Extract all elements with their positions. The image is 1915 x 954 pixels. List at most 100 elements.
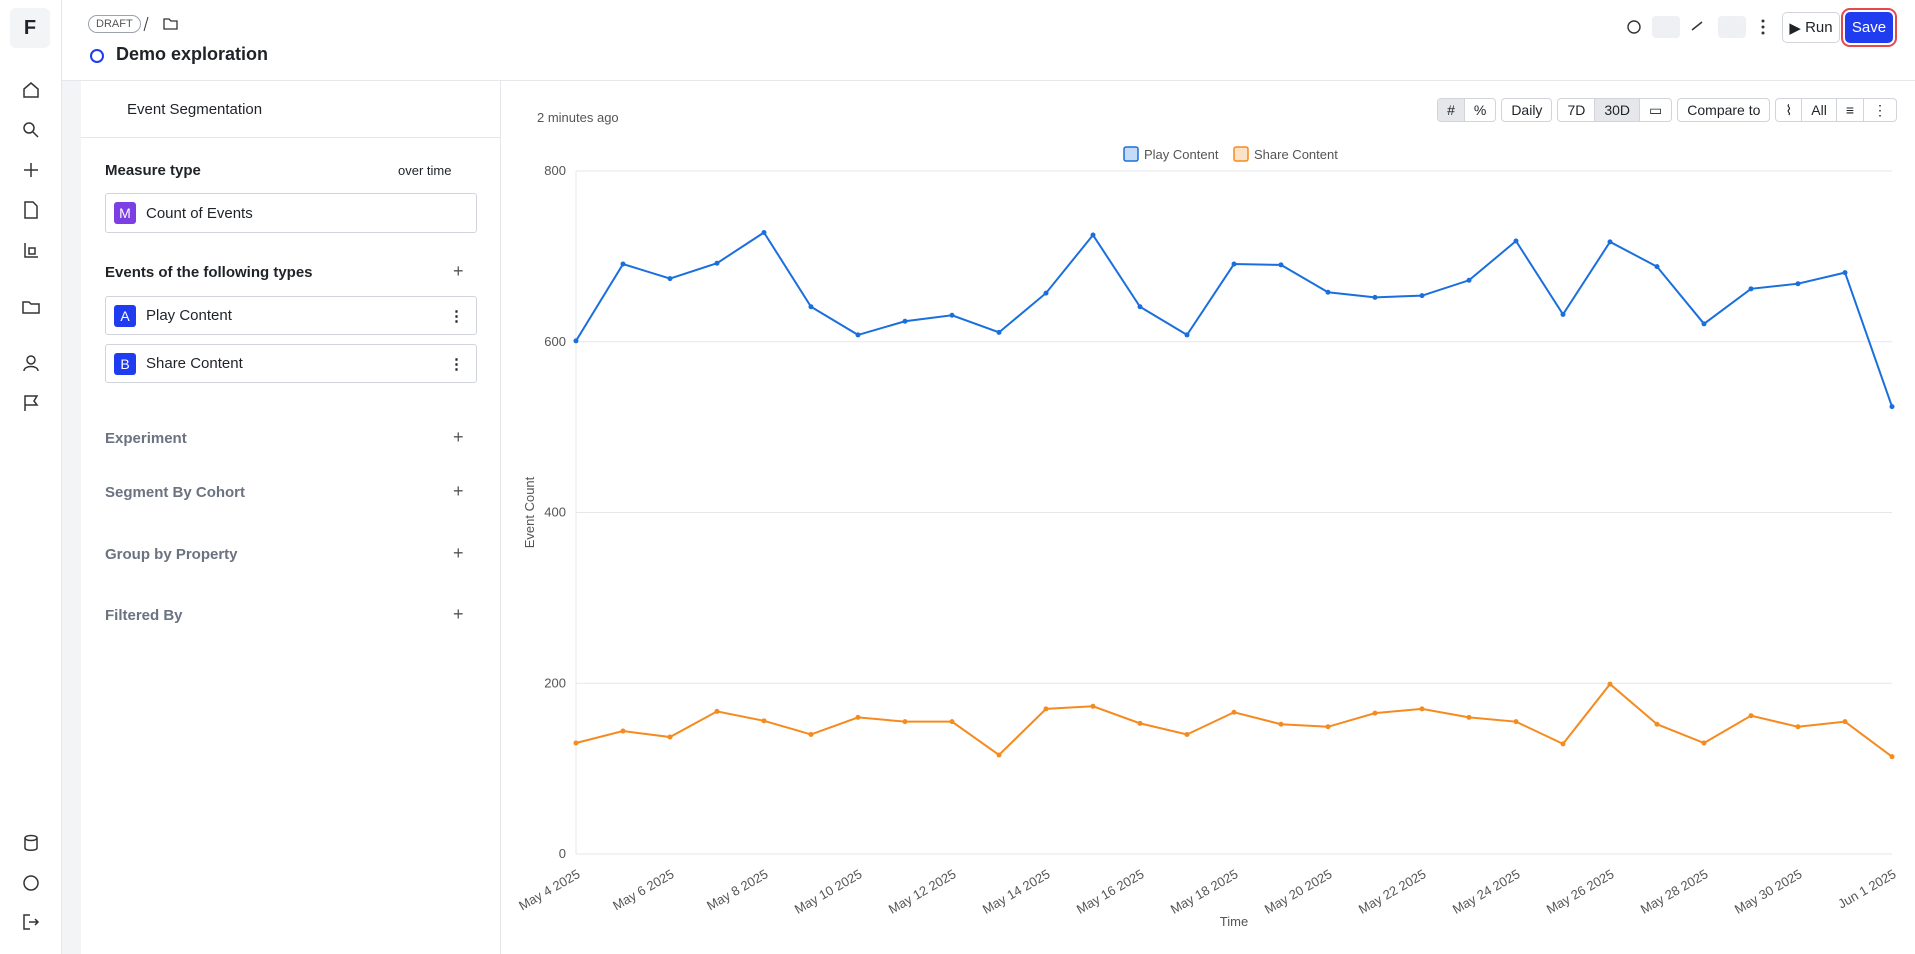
event-name: Play Content	[146, 307, 232, 324]
legend-label: Play Content	[1144, 147, 1219, 162]
x-tick-label: May 28 2025	[1638, 866, 1711, 917]
x-axis-label: Time	[1220, 914, 1248, 929]
data-point	[1184, 332, 1190, 338]
interval[interactable]: Daily	[1511, 102, 1543, 118]
y-tick-label: 400	[544, 505, 566, 520]
data-point	[996, 329, 1002, 335]
count-mode[interactable]: #	[1438, 99, 1465, 121]
data-point	[573, 740, 579, 746]
data-point	[902, 318, 908, 324]
y-tick-label: 200	[544, 675, 566, 690]
add-event[interactable]: +	[453, 261, 464, 281]
database-icon[interactable]	[21, 833, 41, 853]
chart-kind[interactable]: ⌇	[1776, 99, 1803, 121]
x-tick-label: May 12 2025	[886, 866, 959, 917]
event-row[interactable]: B Share Content ⋮	[105, 344, 477, 383]
user-icon[interactable]	[21, 353, 41, 373]
data-point	[1231, 261, 1237, 267]
edit-icon[interactable]	[21, 200, 41, 220]
data-point	[1842, 270, 1848, 276]
data-point	[1466, 277, 1472, 283]
data-point	[1137, 304, 1143, 310]
data-point	[714, 260, 720, 266]
range-7d[interactable]: 7D	[1558, 99, 1596, 121]
panel-title: Event Segmentation	[127, 100, 263, 118]
add-section[interactable]: +	[453, 427, 464, 447]
more-button[interactable]: ⋮	[1873, 101, 1887, 118]
interval-select[interactable]: Daily	[1501, 98, 1553, 122]
data-point	[1278, 262, 1284, 268]
chart-icon	[90, 49, 104, 63]
folder-icon[interactable]	[21, 297, 41, 317]
event-badge: A	[114, 304, 136, 327]
lab-icon[interactable]	[21, 240, 41, 260]
legend-swatch	[1123, 146, 1139, 162]
data-point	[1889, 754, 1895, 760]
event-menu[interactable]: ⋮	[449, 355, 464, 373]
x-tick-label: May 30 2025	[1732, 866, 1805, 917]
data-point	[1372, 710, 1378, 716]
data-point	[1748, 713, 1754, 719]
x-tick-label: May 26 2025	[1544, 866, 1617, 917]
series-line	[575, 682, 1893, 758]
series-line	[575, 231, 1893, 407]
data-point	[1372, 294, 1378, 300]
data-point	[1043, 290, 1049, 296]
data-point	[620, 728, 626, 734]
data-point	[1842, 719, 1848, 725]
range-30d[interactable]: 30D	[1595, 99, 1641, 121]
y-tick-label: 600	[544, 334, 566, 349]
measure-select[interactable]: M Count of Events	[105, 193, 477, 233]
logout-icon[interactable]	[21, 912, 41, 932]
view-select[interactable]: ⌇ All ≡ ⋮	[1775, 98, 1897, 122]
breadcrumb[interactable]	[142, 16, 182, 32]
event-name: Share Content	[146, 355, 243, 372]
panel-header: Event Segmentation	[81, 81, 501, 138]
add-section[interactable]: +	[453, 481, 464, 501]
data-point	[1043, 706, 1049, 712]
data-point	[1889, 404, 1895, 410]
flag-icon[interactable]	[21, 393, 41, 413]
data-point	[1090, 703, 1096, 709]
compare-select[interactable]: Compare to	[1677, 98, 1771, 122]
search-icon[interactable]	[21, 120, 41, 140]
x-tick-label: May 10 2025	[792, 866, 865, 917]
x-tick-label: May 16 2025	[1074, 866, 1147, 917]
date-picker[interactable]: ▭	[1649, 101, 1663, 118]
event-row[interactable]: A Play Content ⋮	[105, 296, 477, 335]
measure-mode[interactable]: over time	[398, 163, 452, 178]
data-point	[808, 304, 814, 310]
filter-button[interactable]: ≡	[1837, 99, 1864, 121]
measure-label: Measure type	[105, 162, 201, 179]
logo[interactable]: F	[10, 8, 50, 48]
events-label: Events of the following types	[105, 264, 313, 281]
range-select[interactable]: 7D 30D ▭	[1557, 98, 1673, 122]
data-point	[1090, 232, 1096, 238]
visibility[interactable]: All	[1802, 99, 1837, 121]
display-toggle[interactable]: #%	[1437, 98, 1497, 122]
add-icon[interactable]	[21, 160, 41, 180]
event-menu[interactable]: ⋮	[449, 307, 464, 325]
add-section[interactable]: +	[453, 604, 464, 624]
data-point	[1795, 281, 1801, 287]
run-button[interactable]: ▶ Run	[1782, 12, 1840, 43]
data-point	[1654, 264, 1660, 270]
compare[interactable]: Compare to	[1687, 102, 1761, 118]
data-point	[1560, 741, 1566, 747]
data-point	[996, 752, 1002, 758]
help-icon[interactable]	[21, 873, 41, 893]
x-tick-label: May 4 2025	[516, 866, 582, 913]
percent-mode[interactable]: %	[1473, 102, 1487, 118]
status-pill: DRAFT	[88, 15, 141, 33]
measure-badge: M	[114, 202, 136, 224]
home-icon[interactable]	[21, 80, 41, 100]
save-button[interactable]: Save	[1841, 8, 1897, 47]
header-actions[interactable]	[1622, 16, 1772, 38]
legend-label: Share Content	[1254, 147, 1338, 162]
panel-toggle-strip[interactable]	[62, 81, 81, 954]
add-section[interactable]: +	[453, 543, 464, 563]
data-point	[1654, 721, 1660, 727]
updated-time: 2 minutes ago	[537, 110, 619, 125]
x-tick-label: May 22 2025	[1356, 866, 1429, 917]
